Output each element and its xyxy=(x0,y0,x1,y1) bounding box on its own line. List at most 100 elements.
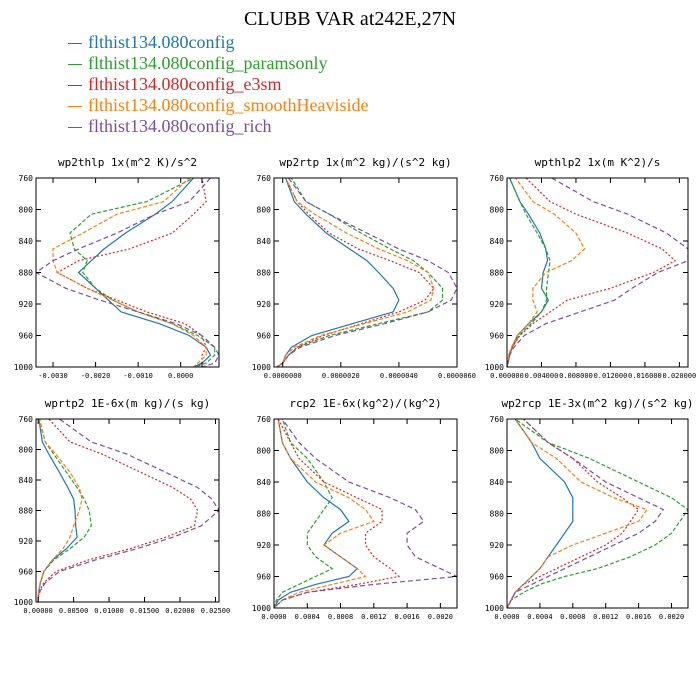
y-tick-label: 760 xyxy=(490,415,505,424)
x-tick-label: -0.0030 xyxy=(38,372,68,380)
x-tick-label: 0.000000 xyxy=(490,372,524,380)
series-line xyxy=(37,419,83,602)
series-line xyxy=(274,419,334,608)
x-tick-label: 0.0000040 xyxy=(380,372,418,380)
chart-panel: wprtp2 1E-6x(m kg)/(s kg) 760 800 840 880 920… xyxy=(14,397,230,615)
y-tick-label: 800 xyxy=(257,447,272,456)
x-tick-label: 0.02000 xyxy=(165,607,195,615)
series-line xyxy=(69,178,216,367)
y-tick-label: 880 xyxy=(19,269,34,278)
x-tick-label: 0.0012 xyxy=(593,613,618,621)
series-line xyxy=(52,178,207,367)
series-line xyxy=(77,178,212,367)
y-tick-label: 760 xyxy=(19,174,34,183)
series-line xyxy=(507,178,551,367)
chart-panel: wp2rcp 1E-3x(m^2 kg)/(s^2 kg) 760 800 840 88… xyxy=(485,397,694,621)
y-tick-label: 1000 xyxy=(485,363,504,372)
y-tick-label: 960 xyxy=(490,332,505,341)
series-line xyxy=(56,178,207,367)
y-tick-label: 960 xyxy=(19,568,34,577)
y-tick-label: 760 xyxy=(257,174,272,183)
x-tick-label: -0.0020 xyxy=(81,372,111,380)
chart-panel: rcp2 1E-6x(kg^2)/(kg^2) 760 800 840 880 920 96… xyxy=(252,397,458,621)
legend-item: flthist134.080config_rich xyxy=(68,116,368,137)
x-tick-label: 0.0000020 xyxy=(322,372,360,380)
x-tick-label: 0.01500 xyxy=(130,607,160,615)
x-tick-label: 0.016000 xyxy=(628,372,662,380)
y-tick-label: 880 xyxy=(490,269,505,278)
panel-title: wpthlp2 1x(m K^2)/s xyxy=(535,156,661,169)
series-line xyxy=(274,419,457,608)
series-line xyxy=(507,419,665,608)
y-tick-label: 760 xyxy=(490,174,505,183)
series-group xyxy=(274,419,457,608)
panel-title: wp2rtp 1x(m^2 kg)/(s^2 kg) xyxy=(279,156,451,169)
y-tick-label: 840 xyxy=(19,237,34,246)
y-tick-label: 760 xyxy=(19,415,34,424)
series-line xyxy=(276,178,444,367)
x-tick-label: 0.0016 xyxy=(626,613,651,621)
x-tick-label: 0.00000 xyxy=(23,607,53,615)
y-tick-label: 960 xyxy=(257,332,272,341)
y-tick-label: 840 xyxy=(19,476,34,485)
series-group xyxy=(37,419,219,602)
series-line xyxy=(274,419,401,608)
series-group xyxy=(507,419,688,608)
y-tick-label: 800 xyxy=(257,206,272,215)
legend-label: flthist134.080config_rich xyxy=(88,116,272,136)
panel-title: wp2rcp 1E-3x(m^2 kg)/(s^2 kg) xyxy=(501,397,693,410)
panel-title: wp2thlp 1x(m^2 K)/s^2 xyxy=(58,156,197,169)
y-tick-label: 800 xyxy=(490,206,505,215)
y-tick-label: 960 xyxy=(257,573,272,582)
y-tick-label: 960 xyxy=(19,332,34,341)
y-tick-label: 800 xyxy=(19,446,34,455)
legend-swatch xyxy=(68,106,82,108)
y-tick-label: 1000 xyxy=(252,604,271,613)
x-tick-label: 0.0004 xyxy=(295,613,320,621)
series-line xyxy=(276,178,435,367)
y-tick-label: 960 xyxy=(490,573,505,582)
series-group xyxy=(276,178,457,367)
series-line xyxy=(276,178,457,367)
series-line xyxy=(36,178,219,367)
y-tick-label: 800 xyxy=(490,447,505,456)
y-tick-label: 880 xyxy=(490,510,505,519)
legend-swatch xyxy=(68,64,82,66)
y-tick-label: 880 xyxy=(19,507,34,516)
y-tick-label: 840 xyxy=(490,478,505,487)
plot-frame xyxy=(273,418,458,609)
series-line xyxy=(507,178,688,367)
legend-label: flthist134.080config_paramsonly xyxy=(88,53,328,73)
legend-item: flthist134.080config_smoothHeaviside xyxy=(68,95,368,116)
x-tick-label: 0.0020 xyxy=(659,613,684,621)
x-tick-label: 0.02500 xyxy=(201,607,231,615)
y-tick-label: 1000 xyxy=(485,604,504,613)
y-tick-label: 920 xyxy=(490,541,505,550)
x-tick-label: 0.0000 xyxy=(261,613,286,621)
x-tick-label: 0.00500 xyxy=(59,607,89,615)
series-line xyxy=(274,419,375,608)
y-tick-label: 920 xyxy=(490,300,505,309)
series-group xyxy=(36,178,219,367)
y-tick-label: 800 xyxy=(19,206,34,215)
y-tick-label: 1000 xyxy=(252,363,271,372)
x-tick-label: 0.0000 xyxy=(494,613,519,621)
legend-item: flthist134.080config xyxy=(68,32,368,53)
y-tick-label: 1000 xyxy=(14,363,33,372)
series-line xyxy=(274,419,359,608)
chart-panel: wp2rtp 1x(m^2 kg)/(s^2 kg) 760 800 840 880 92… xyxy=(252,156,476,380)
legend-swatch xyxy=(68,43,82,45)
x-tick-label: 0.0004 xyxy=(527,613,552,621)
legend-swatch xyxy=(68,85,82,87)
legend: flthist134.080config flthist134.080confi… xyxy=(68,32,368,137)
legend-item: flthist134.080config_paramsonly xyxy=(68,53,368,74)
series-line xyxy=(507,419,574,608)
y-tick-label: 880 xyxy=(257,510,272,519)
legend-label: flthist134.080config_smoothHeaviside xyxy=(88,95,369,115)
x-tick-label: 0.0000060 xyxy=(438,372,476,380)
series-line xyxy=(507,419,648,608)
x-tick-label: 0.0008 xyxy=(560,613,585,621)
x-tick-label: 0.0000 xyxy=(168,372,193,380)
y-tick-label: 880 xyxy=(257,269,272,278)
